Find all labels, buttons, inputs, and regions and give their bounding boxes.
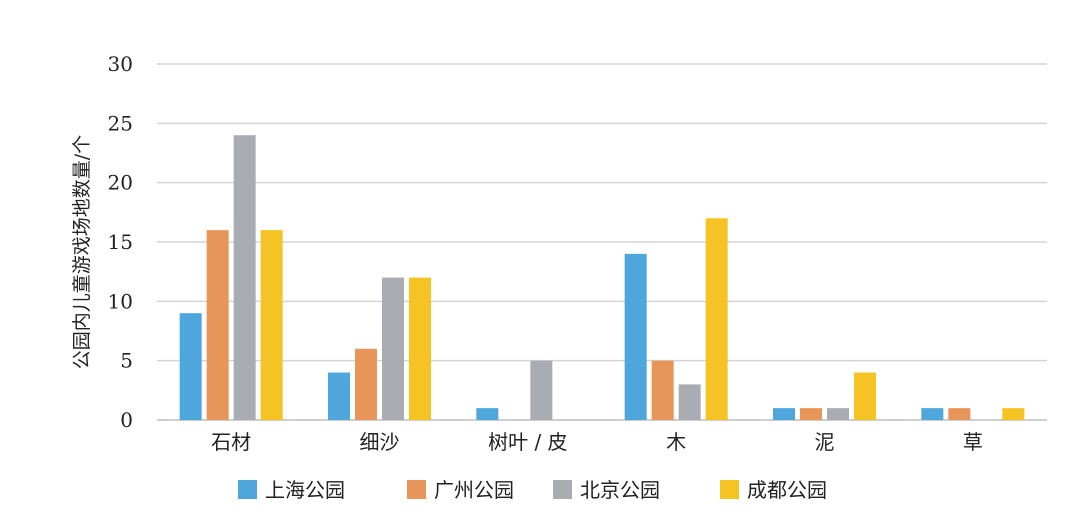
category-labels: 石材 细沙 树叶 / 皮 木 泥 草 — [211, 430, 983, 454]
bar — [800, 408, 822, 420]
bar — [948, 408, 971, 420]
x-category-label: 木 — [666, 430, 686, 454]
bar — [476, 408, 499, 420]
legend-label: 北京公园 — [580, 478, 660, 502]
bar — [854, 372, 876, 420]
bar — [260, 230, 283, 420]
y-axis-label: 公园内儿童游戏场地数量/个 — [71, 135, 93, 369]
y-tick-label: 30 — [108, 52, 133, 76]
bar — [827, 408, 849, 420]
bars — [179, 135, 1025, 420]
gridlines — [157, 63, 1047, 421]
x-category-label: 石材 — [211, 430, 251, 454]
y-tick-label: 0 — [120, 408, 133, 432]
legend-label: 广州公园 — [434, 478, 514, 502]
legend-label: 成都公园 — [747, 478, 827, 502]
x-category-label: 细沙 — [360, 430, 400, 454]
bar — [355, 348, 377, 420]
bar — [651, 360, 674, 420]
y-tick-label: 5 — [120, 349, 133, 373]
bar — [1002, 408, 1025, 420]
bar — [328, 372, 350, 420]
x-category-label: 树叶 / 皮 — [488, 430, 567, 454]
bar — [530, 360, 553, 420]
bar — [206, 230, 229, 420]
bar — [179, 313, 202, 420]
y-tick-labels: 0 5 10 15 20 25 30 — [108, 52, 133, 432]
x-category-label: 泥 — [815, 430, 835, 454]
y-tick-label: 25 — [108, 111, 133, 135]
bar — [624, 253, 647, 420]
bar — [382, 277, 404, 420]
y-tick-label: 20 — [108, 171, 133, 195]
y-tick-label: 15 — [108, 230, 133, 254]
bar — [678, 384, 701, 420]
bar — [233, 135, 256, 420]
legend-swatch — [720, 480, 739, 499]
y-tick-label: 10 — [108, 289, 133, 313]
legend-swatch — [553, 480, 572, 499]
legend-swatch — [238, 480, 257, 499]
legend-swatch — [407, 480, 426, 499]
bar — [921, 408, 944, 420]
legend: 上海公园 广州公园 北京公园 成都公园 — [238, 478, 827, 502]
bar — [705, 218, 728, 420]
bar — [773, 408, 795, 420]
bar — [409, 277, 431, 420]
x-category-label: 草 — [963, 430, 983, 454]
legend-label: 上海公园 — [265, 478, 345, 502]
